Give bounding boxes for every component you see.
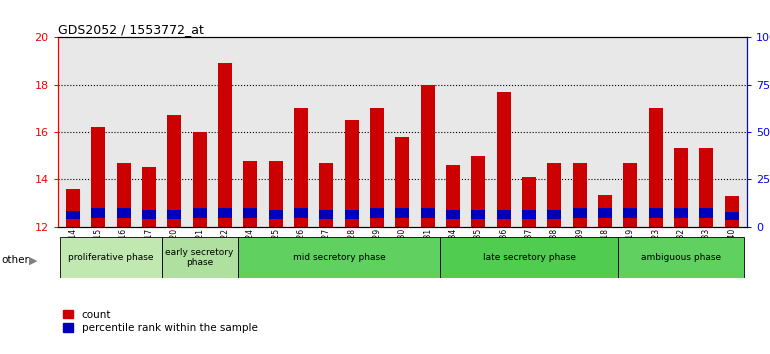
Bar bbox=[598, 195, 612, 227]
Bar bbox=[370, 208, 384, 218]
Bar bbox=[320, 162, 333, 227]
Bar bbox=[243, 208, 257, 218]
Bar bbox=[674, 148, 688, 227]
Bar bbox=[522, 177, 536, 227]
Bar bbox=[573, 208, 587, 218]
Bar bbox=[395, 137, 410, 227]
Bar bbox=[624, 208, 638, 218]
Text: ▶: ▶ bbox=[29, 255, 38, 265]
FancyBboxPatch shape bbox=[60, 237, 162, 278]
Bar bbox=[699, 148, 713, 227]
Bar bbox=[497, 92, 511, 227]
Text: ambiguous phase: ambiguous phase bbox=[641, 253, 721, 262]
Bar bbox=[218, 208, 232, 218]
Bar bbox=[345, 210, 359, 219]
Bar bbox=[446, 165, 460, 227]
Bar bbox=[522, 210, 536, 219]
Bar bbox=[192, 132, 206, 227]
Bar bbox=[699, 208, 713, 218]
Bar bbox=[142, 167, 156, 227]
Text: GDS2052 / 1553772_at: GDS2052 / 1553772_at bbox=[58, 23, 203, 36]
Bar bbox=[92, 208, 105, 218]
Bar bbox=[294, 108, 308, 227]
Bar bbox=[420, 85, 434, 227]
Text: other: other bbox=[2, 255, 29, 265]
Bar bbox=[547, 210, 561, 219]
Bar bbox=[117, 208, 131, 218]
Bar bbox=[674, 208, 688, 218]
Bar bbox=[446, 210, 460, 219]
Text: late secretory phase: late secretory phase bbox=[483, 253, 575, 262]
Bar bbox=[395, 208, 410, 218]
Bar bbox=[66, 189, 80, 227]
Bar bbox=[345, 120, 359, 227]
Bar bbox=[167, 115, 181, 227]
Bar bbox=[420, 208, 434, 218]
Bar bbox=[66, 211, 80, 219]
FancyBboxPatch shape bbox=[618, 237, 745, 278]
Bar bbox=[648, 108, 663, 227]
Bar bbox=[725, 212, 738, 220]
Bar bbox=[243, 161, 257, 227]
Bar bbox=[167, 210, 181, 219]
Legend: count, percentile rank within the sample: count, percentile rank within the sample bbox=[63, 310, 258, 333]
Bar bbox=[192, 208, 206, 218]
Bar bbox=[648, 208, 663, 218]
Bar bbox=[573, 162, 587, 227]
Bar bbox=[624, 162, 638, 227]
Text: mid secretory phase: mid secretory phase bbox=[293, 253, 385, 262]
Bar bbox=[471, 210, 485, 219]
Bar bbox=[92, 127, 105, 227]
Bar bbox=[547, 162, 561, 227]
FancyBboxPatch shape bbox=[238, 237, 440, 278]
Bar bbox=[269, 210, 283, 219]
Bar bbox=[598, 208, 612, 218]
Bar bbox=[142, 210, 156, 219]
FancyBboxPatch shape bbox=[162, 237, 238, 278]
FancyBboxPatch shape bbox=[440, 237, 618, 278]
Bar bbox=[117, 162, 131, 227]
Text: proliferative phase: proliferative phase bbox=[69, 253, 154, 262]
Bar bbox=[269, 161, 283, 227]
Bar bbox=[471, 155, 485, 227]
Text: early secretory
phase: early secretory phase bbox=[166, 248, 234, 267]
Bar bbox=[725, 196, 738, 227]
Bar bbox=[294, 208, 308, 218]
Bar bbox=[497, 210, 511, 219]
Bar bbox=[370, 108, 384, 227]
Bar bbox=[320, 210, 333, 219]
Bar bbox=[218, 63, 232, 227]
